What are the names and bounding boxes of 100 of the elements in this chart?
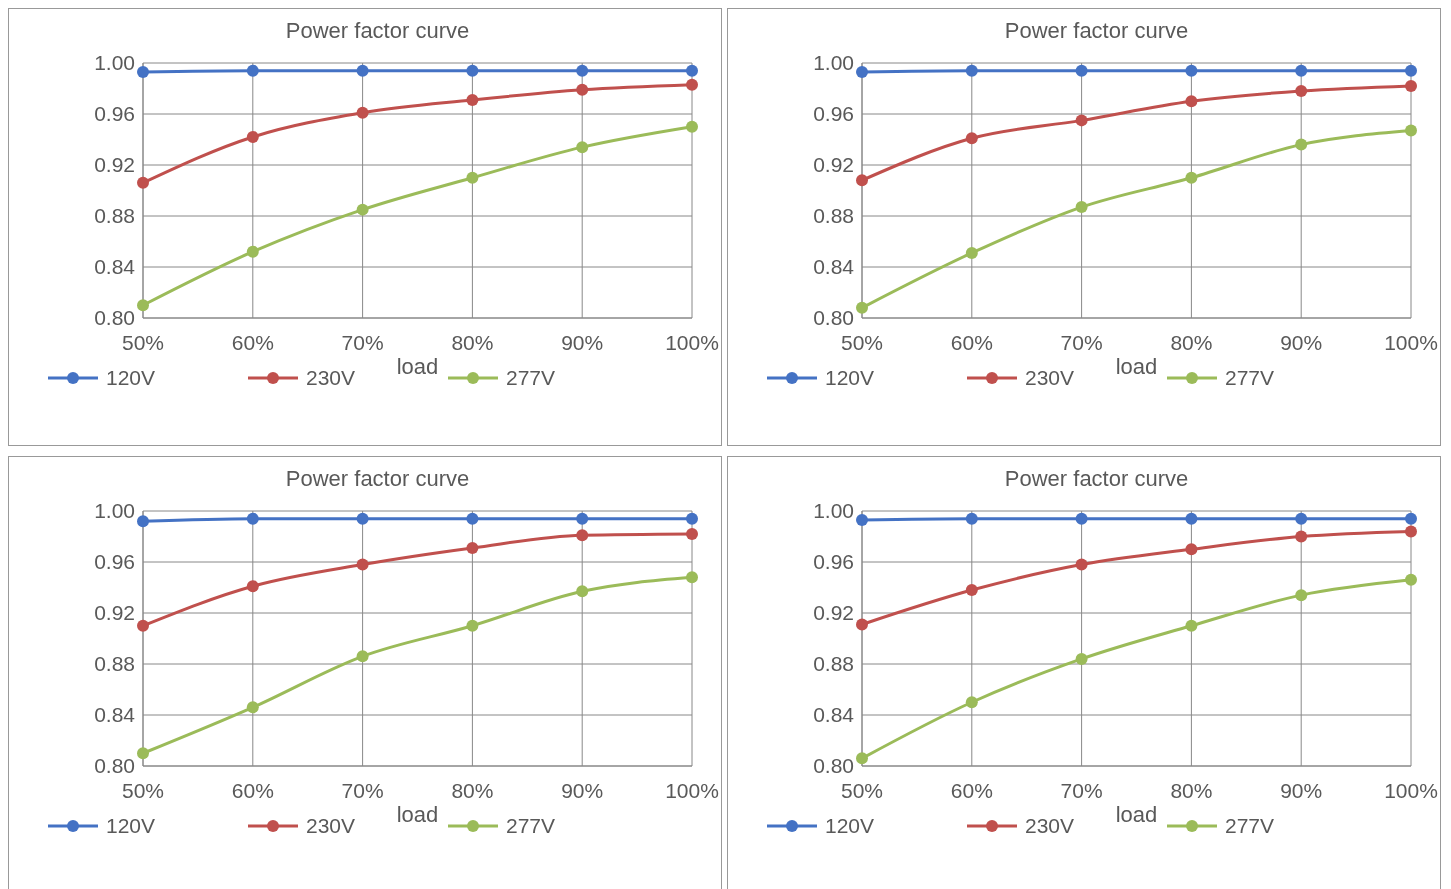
point xyxy=(1295,512,1308,525)
x-axis-title: load xyxy=(396,354,439,379)
legend-label: 277V xyxy=(1225,814,1275,838)
point xyxy=(965,512,978,525)
point xyxy=(137,515,149,528)
point xyxy=(466,64,479,77)
point xyxy=(1075,652,1088,665)
point xyxy=(576,585,589,598)
x-tick-label: 50% xyxy=(840,331,884,354)
point xyxy=(356,512,369,525)
y-tick-label: 0.92 xyxy=(94,153,135,177)
x-axis-title: load xyxy=(1115,802,1158,827)
point xyxy=(1075,512,1088,525)
legend-label: 230V xyxy=(1025,366,1075,390)
point xyxy=(856,752,868,765)
y-tick-label: 1.00 xyxy=(813,51,854,75)
point xyxy=(466,541,479,554)
point xyxy=(1185,543,1198,556)
y-tick-label: 0.88 xyxy=(94,652,135,676)
point xyxy=(965,132,978,145)
point xyxy=(1295,64,1308,77)
x-tick-label: 60% xyxy=(950,779,993,802)
point xyxy=(356,106,369,119)
point xyxy=(466,93,479,106)
point xyxy=(1185,512,1198,525)
x-axis-title: load xyxy=(1115,354,1158,379)
point xyxy=(356,64,369,77)
point xyxy=(1295,589,1308,602)
y-tick-label: 0.96 xyxy=(94,550,135,574)
x-tick-label: 60% xyxy=(231,331,274,354)
x-tick-label: 70% xyxy=(1060,779,1103,802)
y-tick-label: 0.84 xyxy=(94,703,136,727)
point xyxy=(137,299,149,312)
point xyxy=(1405,79,1417,92)
point xyxy=(965,696,978,709)
y-tick-label: 0.84 xyxy=(813,255,855,279)
y-tick-label: 1.00 xyxy=(94,51,135,75)
legend-label: 277V xyxy=(1225,366,1275,390)
x-tick-label: 100% xyxy=(1384,331,1438,354)
y-tick-label: 0.80 xyxy=(813,754,854,778)
point xyxy=(1075,64,1088,77)
point xyxy=(246,130,259,143)
y-tick-label: 0.84 xyxy=(94,255,136,279)
legend-label: 230V xyxy=(1025,814,1075,838)
y-tick-label: 0.96 xyxy=(94,102,135,126)
point xyxy=(1405,525,1417,538)
point xyxy=(856,301,868,314)
point xyxy=(246,64,259,77)
point xyxy=(466,619,479,632)
chart-title: Power factor curve xyxy=(285,466,470,491)
x-tick-label: 50% xyxy=(121,779,165,802)
point xyxy=(356,203,369,216)
y-tick-label: 0.92 xyxy=(94,601,135,625)
point xyxy=(466,171,479,184)
point xyxy=(856,174,868,187)
x-tick-label: 70% xyxy=(341,331,384,354)
legend-label: 120V xyxy=(825,814,875,838)
y-tick-label: 1.00 xyxy=(813,499,854,523)
point xyxy=(1295,530,1308,543)
x-tick-label: 80% xyxy=(451,331,494,354)
point xyxy=(246,580,259,593)
x-tick-label: 90% xyxy=(561,331,604,354)
x-tick-label: 50% xyxy=(121,331,165,354)
x-tick-label: 100% xyxy=(665,779,719,802)
y-tick-label: 0.92 xyxy=(813,601,854,625)
x-tick-label: 90% xyxy=(1280,779,1323,802)
point xyxy=(576,83,589,96)
x-tick-label: 90% xyxy=(561,779,604,802)
point xyxy=(1075,201,1088,214)
chart-title: Power factor curve xyxy=(1004,466,1189,491)
point xyxy=(686,64,698,77)
point xyxy=(576,529,589,542)
point xyxy=(686,120,698,133)
point xyxy=(1405,64,1417,77)
x-tick-label: 80% xyxy=(1170,331,1213,354)
y-tick-label: 0.80 xyxy=(813,306,854,330)
legend-label: 120V xyxy=(106,814,156,838)
y-tick-label: 0.88 xyxy=(813,204,854,228)
point xyxy=(246,701,259,714)
x-axis-title: load xyxy=(396,802,439,827)
point xyxy=(246,245,259,258)
chart-title: Power factor curve xyxy=(285,18,470,43)
x-tick-label: 60% xyxy=(950,331,993,354)
y-tick-label: 0.88 xyxy=(94,204,135,228)
point xyxy=(965,246,978,259)
y-tick-label: 1.00 xyxy=(94,499,135,523)
point xyxy=(576,512,589,525)
point xyxy=(856,513,868,526)
point xyxy=(686,512,698,525)
point xyxy=(965,584,978,597)
point xyxy=(1185,64,1198,77)
legend-label: 230V xyxy=(306,366,356,390)
point xyxy=(1075,558,1088,571)
x-tick-label: 90% xyxy=(1280,331,1323,354)
point xyxy=(576,64,589,77)
point xyxy=(686,571,698,584)
point xyxy=(137,176,149,189)
point xyxy=(686,527,698,540)
y-tick-label: 0.96 xyxy=(813,102,854,126)
legend-label: 230V xyxy=(306,814,356,838)
